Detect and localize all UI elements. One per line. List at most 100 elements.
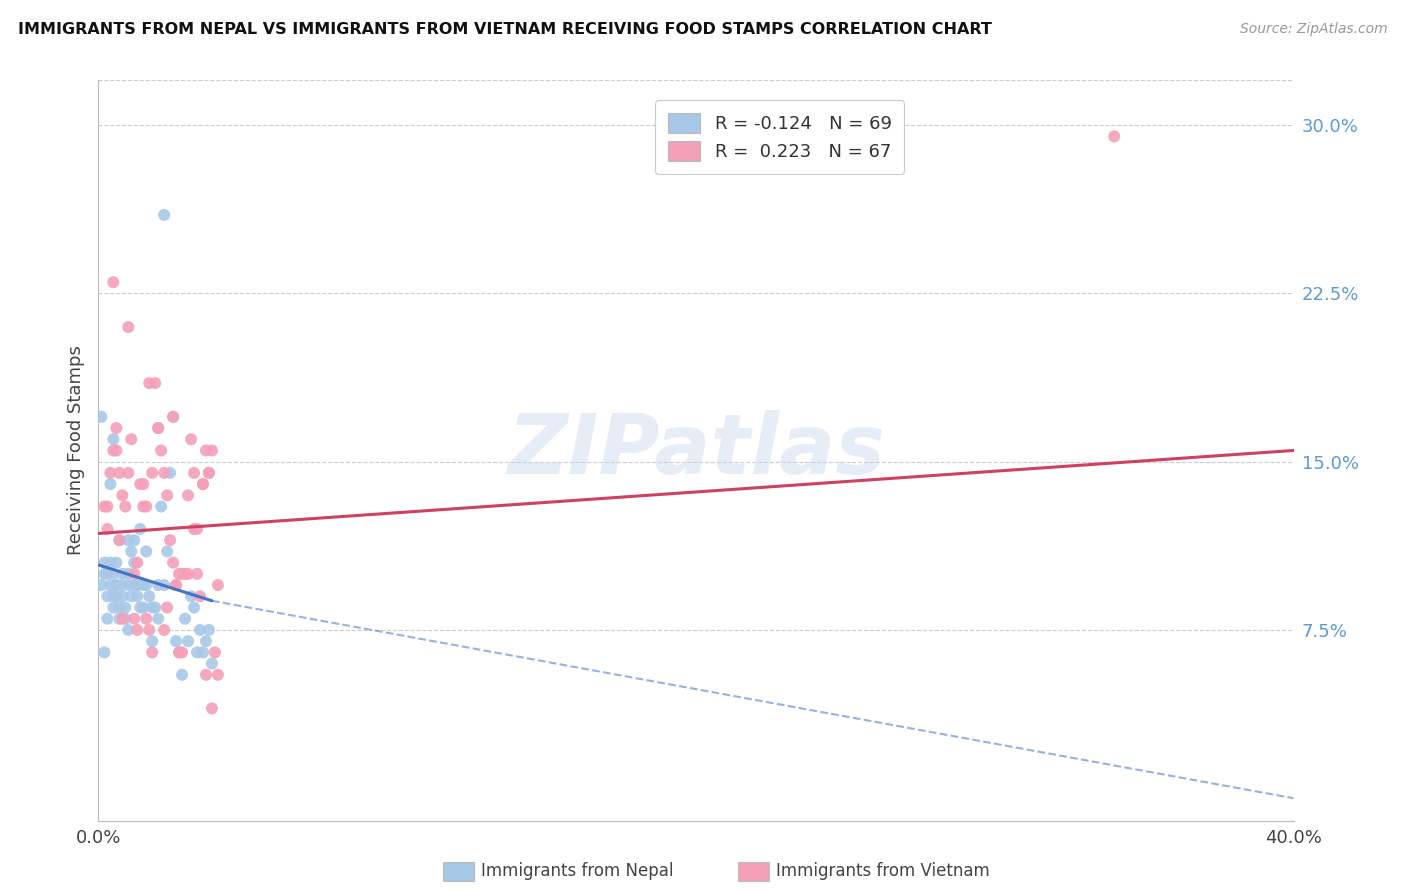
Point xyxy=(156,544,179,558)
Point xyxy=(177,488,200,502)
Point xyxy=(117,533,139,548)
Point xyxy=(124,566,146,581)
Point xyxy=(117,578,139,592)
Point xyxy=(201,657,224,671)
Point xyxy=(103,600,125,615)
Point xyxy=(180,589,202,603)
Point xyxy=(195,668,218,682)
Point xyxy=(93,645,115,659)
Point xyxy=(127,556,149,570)
Point xyxy=(1104,129,1126,144)
Point xyxy=(132,477,155,491)
Point xyxy=(103,566,125,581)
Point xyxy=(93,556,115,570)
Point xyxy=(207,578,229,592)
Point xyxy=(177,634,200,648)
Point xyxy=(90,578,112,592)
Point xyxy=(96,589,118,603)
Point xyxy=(117,466,139,480)
Point xyxy=(103,432,125,446)
Point xyxy=(105,578,128,592)
Point xyxy=(135,612,157,626)
Legend: R = -0.124   N = 69, R =  0.223   N = 67: R = -0.124 N = 69, R = 0.223 N = 67 xyxy=(655,101,904,174)
Point xyxy=(180,432,202,446)
Point xyxy=(162,556,184,570)
Point xyxy=(186,522,208,536)
Point xyxy=(98,466,122,480)
Point xyxy=(204,645,226,659)
Point xyxy=(174,566,197,581)
Point xyxy=(162,409,184,424)
Point xyxy=(153,623,176,637)
Point xyxy=(195,634,218,648)
Point xyxy=(186,566,208,581)
Point xyxy=(93,500,115,514)
Point xyxy=(96,522,118,536)
Point xyxy=(105,443,128,458)
Point xyxy=(195,443,218,458)
Point xyxy=(191,477,214,491)
Point xyxy=(127,589,149,603)
Point xyxy=(138,623,160,637)
Point xyxy=(114,600,136,615)
Point xyxy=(111,612,134,626)
Point xyxy=(165,578,187,592)
Point xyxy=(132,500,155,514)
Point xyxy=(150,500,173,514)
Point xyxy=(148,612,170,626)
Point xyxy=(120,544,142,558)
Point xyxy=(148,578,170,592)
Point xyxy=(183,466,205,480)
Point xyxy=(143,600,166,615)
Point xyxy=(135,500,157,514)
Point xyxy=(138,376,160,391)
Point xyxy=(124,612,146,626)
Point xyxy=(159,533,181,548)
Point xyxy=(150,443,173,458)
Point xyxy=(148,421,170,435)
Point xyxy=(103,275,125,289)
Point xyxy=(90,409,112,424)
Point xyxy=(162,409,184,424)
Point xyxy=(156,600,179,615)
Point xyxy=(159,466,181,480)
Point xyxy=(129,522,152,536)
Point xyxy=(105,556,128,570)
Point xyxy=(198,466,221,480)
Point xyxy=(124,578,146,592)
Point xyxy=(108,533,131,548)
Point xyxy=(167,645,190,659)
Point xyxy=(111,589,134,603)
Point xyxy=(98,556,122,570)
Point xyxy=(111,566,134,581)
Point xyxy=(129,600,152,615)
Text: Immigrants from Vietnam: Immigrants from Vietnam xyxy=(776,863,990,880)
Point xyxy=(198,466,221,480)
Point xyxy=(127,578,149,592)
Point xyxy=(141,645,163,659)
Point xyxy=(183,600,205,615)
Point xyxy=(188,623,211,637)
Point xyxy=(120,589,142,603)
Point xyxy=(103,589,125,603)
Point xyxy=(167,645,190,659)
Point xyxy=(98,578,122,592)
Point xyxy=(108,533,131,548)
Point xyxy=(183,522,205,536)
Point xyxy=(141,634,163,648)
Point xyxy=(201,701,224,715)
Point xyxy=(165,634,187,648)
Point xyxy=(117,320,139,334)
Point xyxy=(105,589,128,603)
Point xyxy=(117,566,139,581)
Point xyxy=(96,612,118,626)
Point xyxy=(191,477,214,491)
Point xyxy=(103,443,125,458)
Point xyxy=(111,578,134,592)
Point xyxy=(105,421,128,435)
Point xyxy=(143,376,166,391)
Text: Source: ZipAtlas.com: Source: ZipAtlas.com xyxy=(1240,22,1388,37)
Point xyxy=(98,477,122,491)
Point xyxy=(127,623,149,637)
Point xyxy=(135,544,157,558)
